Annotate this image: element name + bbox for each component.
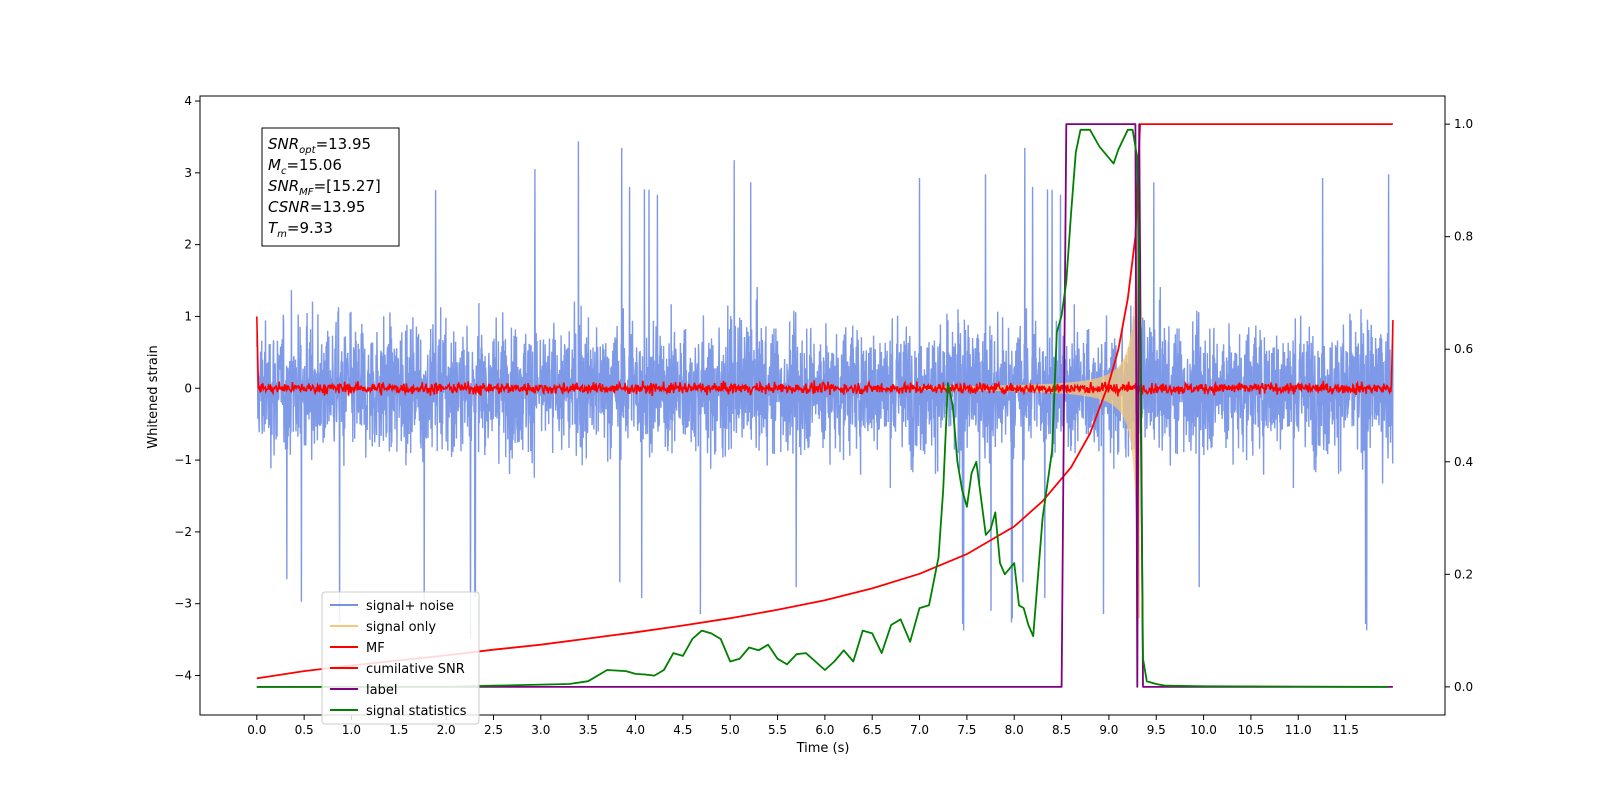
legend-entry: label	[366, 683, 397, 698]
y-tick-label: −1	[174, 453, 192, 467]
legend-entry: signal+ noise	[366, 599, 454, 614]
x-tick-label: 7.5	[957, 723, 976, 737]
mf-line	[256, 316, 1394, 397]
x-tick-label: 9.0	[1099, 723, 1118, 737]
y-axis-label: Whitened strain	[146, 345, 161, 448]
x-tick-label: 2.0	[437, 723, 456, 737]
stats-annotation-box: SNRopt=13.95Mc=15.06SNRMF=[15.27]CSNR=13…	[261, 127, 400, 247]
x-tick-label: 3.5	[579, 723, 598, 737]
legend-entry: signal statistics	[366, 704, 467, 719]
y-tick-label: 1	[184, 309, 192, 323]
y-tick-label: 3	[184, 166, 192, 180]
legend-frame	[321, 591, 480, 725]
stats-box-frame	[261, 127, 400, 247]
x-tick-label: 4.0	[626, 723, 645, 737]
stats-line: Mc=15.06	[268, 156, 342, 177]
x-tick-label: 2.5	[484, 723, 503, 737]
x-tick-label: 6.5	[863, 723, 882, 737]
x-axis-ticks: 0.0 0.5 1.0 1.5 2.0 2.5 3.0 3.5 4.0 4.5 5.0 5.5 6.0 6…	[247, 715, 1359, 737]
x-tick-label: 5.0	[721, 723, 740, 737]
legend-entry: cumilative SNR	[366, 662, 465, 677]
y-tick-label: 0	[184, 381, 192, 395]
x-tick-label: 11.5	[1332, 723, 1359, 737]
stats-line: SNRopt=13.95	[268, 135, 371, 156]
x-tick-label: 6.0	[815, 723, 834, 737]
plot-frame	[199, 95, 1446, 716]
stats-line: Tm=9.33	[268, 219, 333, 240]
legend-entry: signal only	[366, 620, 436, 635]
x-tick-label: 1.0	[342, 723, 361, 737]
axes-frame	[199, 95, 1446, 716]
y-tick-label: −2	[174, 525, 192, 539]
legend: signal+ noise signal only MF cumilative SNR…	[321, 591, 480, 725]
signal-noise-line	[256, 141, 1394, 639]
x-tick-label: 10.5	[1238, 723, 1265, 737]
y2-tick-label: 0.8	[1454, 230, 1473, 244]
y2-tick-label: 0.2	[1454, 567, 1473, 581]
legend-entry: MF	[366, 641, 385, 656]
y-tick-label: −3	[174, 597, 192, 611]
x-axis-label: Time (s)	[796, 741, 850, 756]
x-tick-label: 0.5	[295, 723, 314, 737]
stats-line: CSNR=13.95	[268, 198, 365, 216]
x-tick-label: 1.5	[389, 723, 408, 737]
x-tick-label: 11.0	[1285, 723, 1312, 737]
y2-tick-label: 1.0	[1454, 117, 1473, 131]
y2-axis-ticks: 1.0 0.8 0.6 0.4 0.2 0.0	[1445, 117, 1473, 694]
x-tick-label: 10.0	[1190, 723, 1217, 737]
x-tick-label: 9.5	[1147, 723, 1166, 737]
x-tick-label: 8.5	[1052, 723, 1071, 737]
stats-line: SNRMF=[15.27]	[268, 177, 381, 198]
y-axis-ticks: 4 3 2 1 0 −1 −2 −3 −4	[174, 94, 200, 683]
y2-tick-label: 0.4	[1454, 455, 1473, 469]
signal-statistics-line	[256, 128, 1389, 688]
x-tick-label: 0.0	[247, 723, 266, 737]
x-tick-label: 5.5	[768, 723, 787, 737]
x-tick-label: 4.5	[673, 723, 692, 737]
y-tick-label: 4	[184, 94, 192, 108]
signal-noise-path	[256, 141, 1394, 639]
y2-tick-label: 0.6	[1454, 342, 1473, 356]
x-tick-label: 8.0	[1005, 723, 1024, 737]
y-tick-label: −4	[174, 669, 192, 683]
y2-tick-label: 0.0	[1454, 680, 1473, 694]
x-tick-label: 3.0	[531, 723, 550, 737]
x-tick-label: 7.0	[910, 723, 929, 737]
mf-path	[256, 316, 1394, 397]
y-tick-label: 2	[184, 238, 192, 252]
